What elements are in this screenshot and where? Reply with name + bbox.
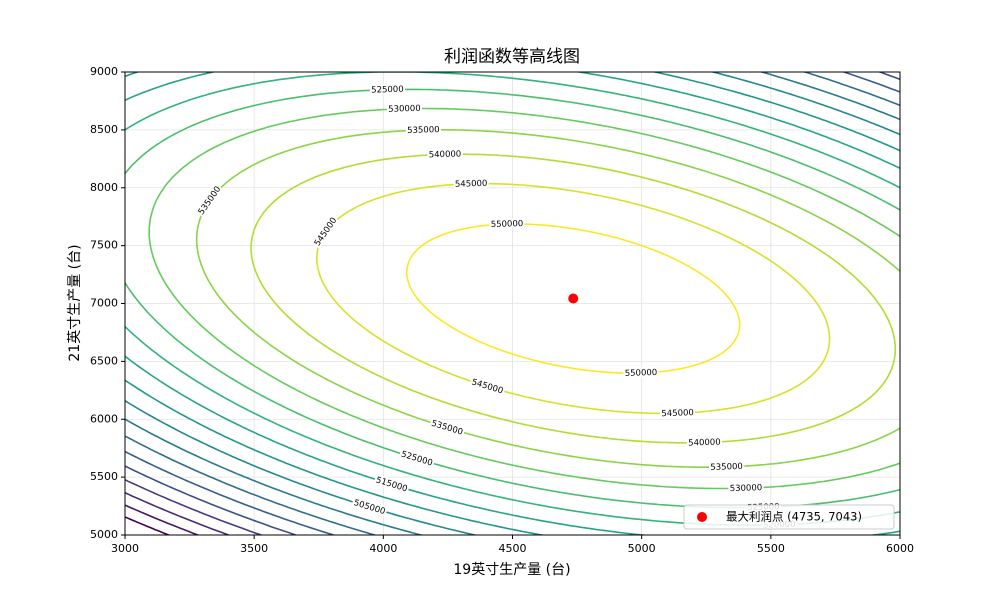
contour-label: 530000 <box>388 104 421 115</box>
legend-box <box>683 504 895 530</box>
contour-line <box>125 72 900 535</box>
legend-label: 最大利润点 (4735, 7043) <box>726 510 862 524</box>
contour-line <box>406 223 741 374</box>
legend-marker <box>697 512 707 522</box>
y-tick-label: 8500 <box>90 123 118 136</box>
y-tick-label: 6000 <box>90 412 118 425</box>
y-tick-label: 9000 <box>90 65 118 78</box>
points <box>568 293 579 304</box>
contour-line <box>125 72 900 535</box>
contour-label: 540000 <box>429 149 462 160</box>
chart-title: 利润函数等高线图 <box>444 47 580 67</box>
y-tick-label: 8000 <box>90 181 118 194</box>
contour-line <box>250 153 897 444</box>
contour-line <box>125 88 900 509</box>
y-tick-label: 7500 <box>90 239 118 252</box>
y-axis-label: 21英寸生产量 (台) <box>66 244 83 361</box>
x-tick-label: 4500 <box>499 542 527 555</box>
contour-label: 550000 <box>625 368 658 379</box>
x-tick-label: 4000 <box>369 542 397 555</box>
axes: 3000 3500 4000 4500 5000 5500 6000 5000 5500 6000… <box>90 65 914 555</box>
x-tick-label: 6000 <box>886 542 914 555</box>
x-tick-label: 5500 <box>757 542 785 555</box>
x-tick-label: 3500 <box>240 542 268 555</box>
contour-label: 530000 <box>730 483 763 494</box>
max-point <box>568 293 579 304</box>
contour-label: 550000 <box>491 219 524 230</box>
y-tick-label: 5000 <box>90 528 118 541</box>
x-tick-label: 5000 <box>628 542 656 555</box>
contour-line <box>125 72 900 535</box>
contour-label: 540000 <box>688 438 721 449</box>
x-axis-label: 19英寸生产量 (台) <box>453 561 570 578</box>
contour-label: 525000 <box>371 85 404 96</box>
legend: 最大利润点 (4735, 7043) <box>683 504 895 530</box>
y-tick-label: 7000 <box>90 297 118 310</box>
contour-line <box>316 182 831 415</box>
contour-label: 545000 <box>455 179 488 190</box>
y-tick-label: 5500 <box>90 470 118 483</box>
contour-line <box>148 107 900 490</box>
y-tick-label: 6500 <box>90 354 118 367</box>
contour-label: 535000 <box>407 125 440 136</box>
x-tick-label: 3000 <box>111 542 139 555</box>
contour-line <box>195 129 900 468</box>
contour-label: 535000 <box>710 462 743 473</box>
contour-label: 545000 <box>661 408 694 419</box>
